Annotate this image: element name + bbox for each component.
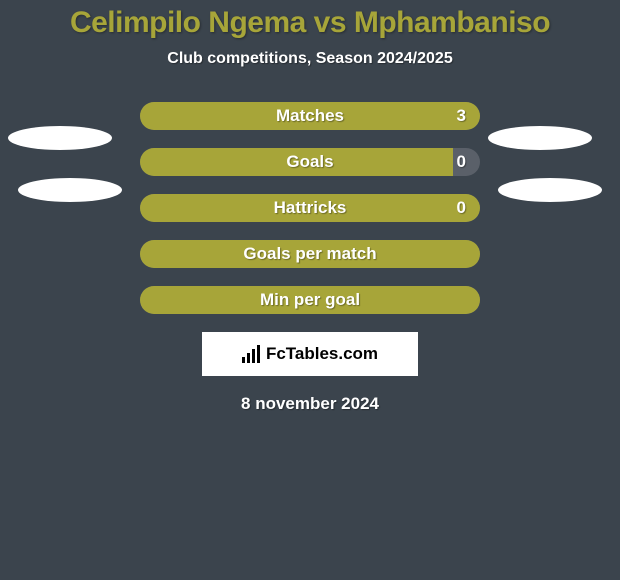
stat-bar-label: Min per goal — [140, 286, 480, 314]
date-text: 8 november 2024 — [0, 394, 620, 414]
stat-bar-label: Hattricks — [140, 194, 480, 222]
stat-bar-track: Matches3 — [140, 102, 480, 130]
stat-bar-track: Goals0 — [140, 148, 480, 176]
page-title: Celimpilo Ngema vs Mphambaniso — [0, 0, 620, 40]
logo-box: FcTables.com — [202, 332, 418, 376]
stat-bar-value: 3 — [457, 102, 466, 130]
stat-bar-track: Goals per match — [140, 240, 480, 268]
stat-bar-label: Matches — [140, 102, 480, 130]
stat-bar-track: Min per goal — [140, 286, 480, 314]
page-subtitle: Club competitions, Season 2024/2025 — [0, 50, 620, 68]
stat-bar-value: 0 — [457, 194, 466, 222]
side-ellipse — [498, 178, 602, 202]
stat-bar-label: Goals — [140, 148, 480, 176]
bars-icon — [242, 345, 260, 363]
stat-bar-track: Hattricks0 — [140, 194, 480, 222]
side-ellipse — [18, 178, 122, 202]
stat-row: Goals per match — [0, 240, 620, 268]
logo-text: FcTables.com — [266, 344, 378, 364]
stat-bar-value: 0 — [457, 148, 466, 176]
stat-row: Min per goal — [0, 286, 620, 314]
side-ellipse — [488, 126, 592, 150]
stat-row: Goals0 — [0, 148, 620, 176]
stat-bar-label: Goals per match — [140, 240, 480, 268]
side-ellipse — [8, 126, 112, 150]
comparison-infographic: Celimpilo Ngema vs Mphambaniso Club comp… — [0, 0, 620, 580]
